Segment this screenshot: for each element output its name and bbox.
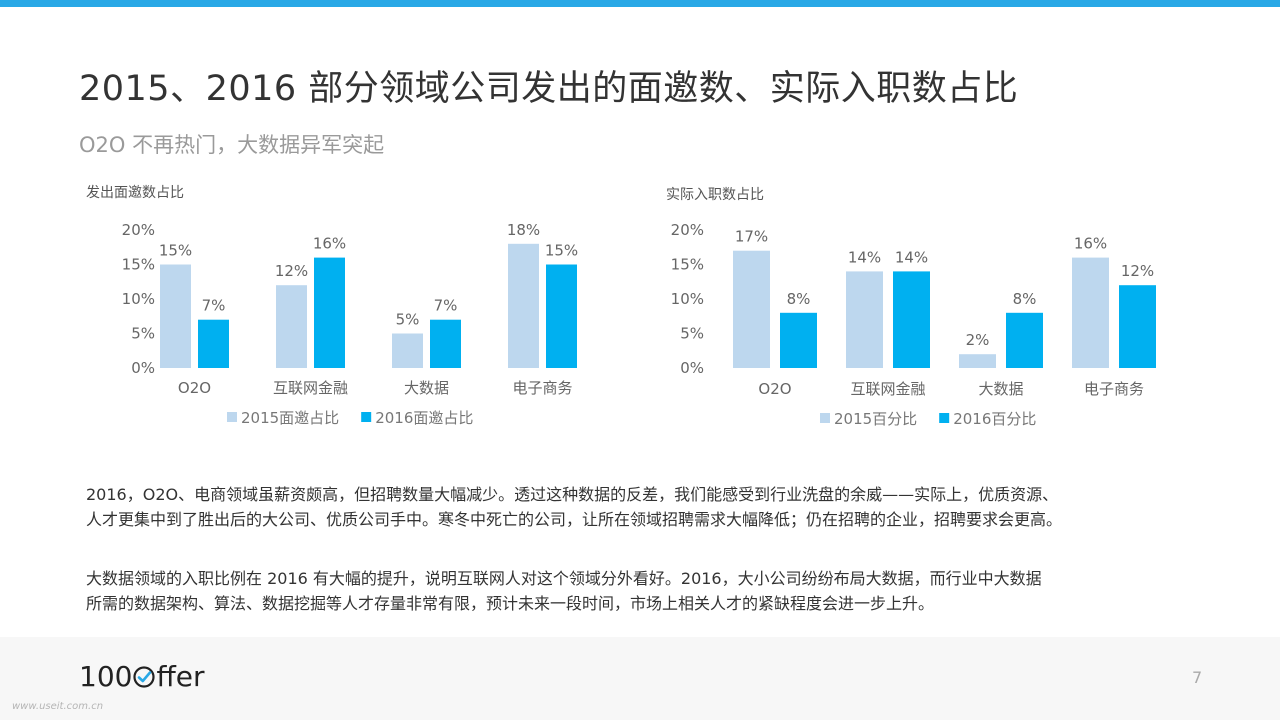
onboard-data-label: 14% (895, 248, 928, 266)
onboard-legend-label: 2016百分比 (953, 410, 1036, 428)
onboard-legend-swatch (939, 413, 950, 423)
invite-chart-title: 发出面邀数占比 (86, 185, 184, 201)
onboard-bar (1119, 285, 1156, 368)
invite-bar (392, 333, 423, 368)
paragraph-2-line-2: 所需的数据架构、算法、数据挖掘等人才存量非常有限，预计未来一段时间，市场上相关人… (86, 594, 935, 613)
onboard-data-label: 12% (1121, 262, 1154, 280)
invite-data-label: 18% (507, 221, 540, 239)
invite-bar (546, 264, 577, 368)
paragraph-1-line-2: 人才更集中到了胜出后的大公司、优质公司手中。寒冬中死亡的公司，让所在领域招聘需求… (86, 510, 1063, 529)
onboard-data-label: 17% (735, 228, 768, 246)
invite-data-label: 7% (202, 297, 226, 315)
onboard-legend-swatch (820, 413, 830, 423)
onboard-bar (893, 271, 930, 368)
invite-category-label: O2O (178, 379, 211, 397)
onboarding-ratio-chart: 实际入职数占比 0% 5% 10% 15% 20% 17% 14% 2% 16% 8% 14% 8% 12… (666, 187, 1156, 428)
page-number: 7 (1192, 668, 1203, 687)
logo-text-right: ffer (156, 660, 205, 693)
invite-ytick-label: 10% (122, 290, 155, 308)
invite-data-label: 5% (396, 311, 420, 329)
invite-bar (430, 319, 461, 368)
onboard-bar (733, 250, 770, 368)
invite-data-label: 12% (275, 262, 308, 280)
invite-legend-label: 2016面邀占比 (375, 409, 473, 427)
invite-ytick-label: 0% (131, 359, 155, 377)
onboard-category-label: 电子商务 (1084, 380, 1144, 398)
invite-bar (198, 319, 229, 368)
onboard-ytick-label: 10% (671, 290, 704, 308)
invite-legend-swatch (227, 412, 237, 422)
onboard-data-label: 2% (966, 331, 990, 349)
brand-logo: 100 ffer (79, 660, 204, 696)
paragraph-1-line-1: 2016，O2O、电商领域虽薪资颇高，但招聘数量大幅减少。透过这种数据的反差，我… (86, 485, 1059, 504)
onboard-data-label: 8% (787, 290, 811, 308)
invite-data-label: 16% (313, 235, 346, 253)
page-title: 2015、2016 部分领域公司发出的面邀数、实际入职数占比 (79, 69, 1019, 109)
onboard-category-label: 互联网金融 (850, 380, 925, 398)
onboard-bar (846, 271, 883, 368)
page-subtitle: O2O 不再热门，大数据异军突起 (79, 133, 385, 157)
invite-bar (276, 285, 307, 368)
logo-text-left: 100 (79, 660, 133, 693)
onboard-bar (780, 312, 817, 368)
invite-bar (508, 243, 539, 368)
invite-data-label: 15% (545, 242, 578, 260)
invite-category-label: 电子商务 (512, 379, 572, 397)
paragraph-2-line-1: 大数据领域的入职比例在 2016 有大幅的提升，说明互联网人对这个领域分外看好。… (86, 569, 1042, 588)
watermark: www.useit.com.cn (12, 701, 104, 712)
onboard-bar (1006, 312, 1043, 368)
onboard-bar (1072, 257, 1109, 368)
onboard-data-label: 14% (848, 248, 881, 266)
onboard-ytick-label: 0% (680, 359, 704, 377)
onboard-chart-title: 实际入职数占比 (666, 187, 764, 203)
invite-category-label: 大数据 (404, 379, 449, 397)
paragraph-2: 大数据领域的入职比例在 2016 有大幅的提升，说明互联网人对这个领域分外看好。… (86, 566, 1236, 616)
invite-legend-swatch (361, 412, 372, 422)
invite-category-label: 互联网金融 (273, 379, 348, 397)
invite-ytick-label: 5% (131, 325, 155, 343)
onboard-ytick-label: 15% (671, 256, 704, 274)
onboard-data-label: 8% (1013, 290, 1037, 308)
invite-bar (160, 264, 191, 368)
onboard-category-label: 大数据 (978, 380, 1023, 398)
onboard-legend-label: 2015百分比 (834, 410, 917, 428)
invite-data-label: 15% (159, 242, 192, 260)
onboard-bar (959, 354, 996, 368)
invite-legend-label: 2015面邀占比 (241, 409, 339, 427)
onboard-ytick-label: 5% (680, 325, 704, 343)
invite-ytick-label: 20% (122, 221, 155, 239)
invite-ytick-label: 15% (122, 256, 155, 274)
invitation-ratio-chart: 发出面邀数占比0%5%10%15%20%15%12%5%18%7%16%7%15… (86, 185, 578, 427)
onboard-ytick-label: 20% (671, 221, 704, 239)
top-accent-bar (0, 0, 1280, 7)
footer-band (0, 637, 1280, 720)
onboard-data-label: 16% (1074, 235, 1107, 253)
invite-bar (314, 257, 345, 368)
check-circle-icon (132, 663, 156, 696)
invite-data-label: 7% (434, 297, 458, 315)
onboard-category-label: O2O (758, 380, 791, 398)
paragraph-1: 2016，O2O、电商领域虽薪资颇高，但招聘数量大幅减少。透过这种数据的反差，我… (86, 482, 1236, 532)
